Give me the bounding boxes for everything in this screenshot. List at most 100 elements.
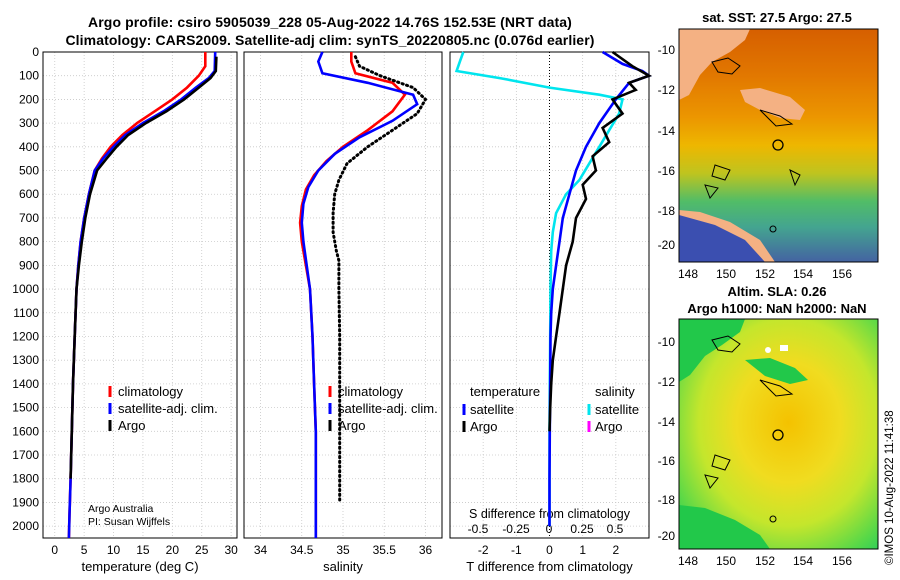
y-tick-label: 100 <box>19 69 39 83</box>
map-x-tick-label: 156 <box>832 267 852 281</box>
secondary-x-tick-label: 0 <box>546 522 553 536</box>
y-tick-label: 900 <box>19 258 39 272</box>
sst-map <box>679 29 878 262</box>
x-axis-label: temperature (deg C) <box>81 559 198 574</box>
legend-label: satellite-adj. clim. <box>338 401 438 416</box>
map-x-tick-label: 154 <box>793 267 813 281</box>
series-line-argo <box>331 55 428 504</box>
legend-label: climatology <box>338 384 404 399</box>
legend-label: Argo <box>338 418 365 433</box>
x-tick-label: 25 <box>195 543 209 557</box>
argo-float-marker-sla <box>772 429 784 441</box>
map-x-tick-label: 150 <box>716 267 736 281</box>
x-tick-label: 2 <box>612 543 619 557</box>
map-x-tick-label: 150 <box>716 554 736 568</box>
x-tick-label: 15 <box>136 543 150 557</box>
argo-float-marker <box>772 139 784 151</box>
map-y-tick-label: -10 <box>658 335 676 349</box>
y-tick-label: 600 <box>19 187 39 201</box>
y-tick-label: 0 <box>32 45 39 59</box>
x-axis-label: T difference from climatology <box>466 559 633 574</box>
secondary-x-tick-label: -0.25 <box>502 522 530 536</box>
x-tick-label: 35.5 <box>373 543 397 557</box>
series-line-satellite-adj-clim- <box>300 51 419 538</box>
x-tick-label: 10 <box>107 543 121 557</box>
y-tick-label: 300 <box>19 116 39 130</box>
legend-title-salinity: salinity <box>595 384 635 399</box>
y-tick-label: 200 <box>19 92 39 106</box>
map-y-tick-label: -14 <box>658 124 676 138</box>
map-y-tick-label: -18 <box>658 493 676 507</box>
imos-timestamp: ©IMOS 10-Aug-2022 11:41:38 <box>880 335 898 565</box>
series-line-argo <box>69 56 218 479</box>
y-tick-label: 400 <box>19 140 39 154</box>
y-tick-label: 800 <box>19 235 39 249</box>
map-axis-ticks: 148 148 150 150 152 152 154 154 156 156 -10 -10 -12 -… <box>658 43 853 568</box>
temperature-profile-panel: 0100200300400500600700800900100011001200… <box>12 45 238 574</box>
legend-label: climatology <box>118 384 184 399</box>
x-tick-label: 30 <box>224 543 238 557</box>
y-tick-label: 1300 <box>12 353 39 367</box>
sla-map-title-line2: Argo h1000: NaN h2000: NaN <box>687 301 867 316</box>
secondary-x-tick-label: 0.25 <box>570 522 594 536</box>
map-x-tick-label: 154 <box>793 554 813 568</box>
x-tick-label: 36 <box>419 543 433 557</box>
x-tick-label: 5 <box>81 543 88 557</box>
y-tick-label: 1400 <box>12 377 39 391</box>
land-island-region <box>740 88 805 120</box>
y-tick-label: 1800 <box>12 472 39 486</box>
y-tick-label: 1900 <box>12 495 39 509</box>
x-tick-label: 0 <box>546 543 553 557</box>
legend-label: Argo <box>595 419 622 434</box>
x-axis-label: salinity <box>323 559 363 574</box>
y-tick-label: 500 <box>19 164 39 178</box>
plot-frame <box>42 51 238 539</box>
y-tick-label: 1200 <box>12 329 39 343</box>
secondary-x-tick-label: -0.5 <box>468 522 489 536</box>
figure-title-line1: Argo profile: csiro 5905039_228 05-Aug-2… <box>88 14 572 30</box>
y-tick-label: 1700 <box>12 448 39 462</box>
map-y-tick-label: -16 <box>658 164 676 178</box>
map-x-tick-label: 148 <box>678 554 698 568</box>
map-y-tick-label: -10 <box>658 43 676 57</box>
sla-map <box>679 319 878 549</box>
map-x-tick-label: 148 <box>678 267 698 281</box>
map-x-tick-label: 152 <box>755 554 775 568</box>
secondary-x-tick-label: 0.5 <box>607 522 624 536</box>
map-y-tick-label: -20 <box>658 529 676 543</box>
map-x-tick-label: 156 <box>832 554 852 568</box>
map-y-tick-label: -16 <box>658 454 676 468</box>
salinity-profile-panel: 34 34.5 35 35.5 36 salinity climatology satelli… <box>243 51 443 574</box>
map-x-tick-label: 152 <box>755 267 775 281</box>
legend-title-temperature: temperature <box>470 384 540 399</box>
legend-label: satellite-adj. clim. <box>118 401 218 416</box>
legend-label: satellite <box>470 402 514 417</box>
x-tick-label: 20 <box>166 543 180 557</box>
sla-map-title-line1: Altim. SLA: 0.26 <box>727 284 827 299</box>
x-tick-label: 34.5 <box>290 543 314 557</box>
figure-title-line2: Climatology: CARS2009. Satellite-adj cli… <box>65 32 595 48</box>
x-tick-label: -1 <box>511 543 522 557</box>
credit-line-1: Argo Australia <box>88 503 154 515</box>
map-y-tick-label: -12 <box>658 83 676 97</box>
legend-label: Argo <box>470 419 497 434</box>
legend-label: Argo <box>118 418 145 433</box>
x-tick-label: 35 <box>336 543 350 557</box>
x-tick-label: -2 <box>478 543 489 557</box>
series-line-argo <box>548 50 653 432</box>
y-tick-label: 700 <box>19 211 39 225</box>
series-line-climatology <box>67 52 207 539</box>
y-tick-label: 1600 <box>12 424 39 438</box>
y-tick-label: 1500 <box>12 401 39 415</box>
x-tick-label: 0 <box>51 543 58 557</box>
legend-label: satellite <box>595 402 639 417</box>
y-tick-label: 2000 <box>12 519 39 533</box>
plot-frame <box>243 51 443 539</box>
map-y-tick-label: -20 <box>658 238 676 252</box>
sst-map-title: sat. SST: 27.5 Argo: 27.5 <box>702 10 852 25</box>
x-tick-label: 34 <box>254 543 268 557</box>
credit-line-2: PI: Susan Wijffels <box>88 516 170 528</box>
y-tick-label: 1100 <box>13 306 39 320</box>
